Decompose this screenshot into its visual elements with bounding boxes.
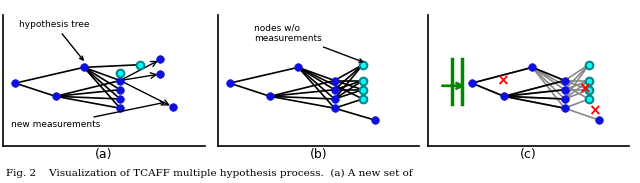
Text: Fig. 2    Visualization of TCAFF multiple hypothesis process.  (a) A new set of: Fig. 2 Visualization of TCAFF multiple h… [6, 168, 413, 178]
Text: new measurements: new measurements [12, 101, 164, 129]
Text: ×: × [588, 103, 601, 118]
X-axis label: (b): (b) [310, 148, 327, 161]
X-axis label: (a): (a) [95, 148, 113, 161]
Text: ×: × [579, 81, 591, 96]
Text: ×: × [496, 73, 509, 88]
Text: hypothesis tree: hypothesis tree [19, 20, 90, 60]
X-axis label: (c): (c) [520, 148, 537, 161]
Text: nodes w/o
measurements: nodes w/o measurements [254, 24, 363, 62]
